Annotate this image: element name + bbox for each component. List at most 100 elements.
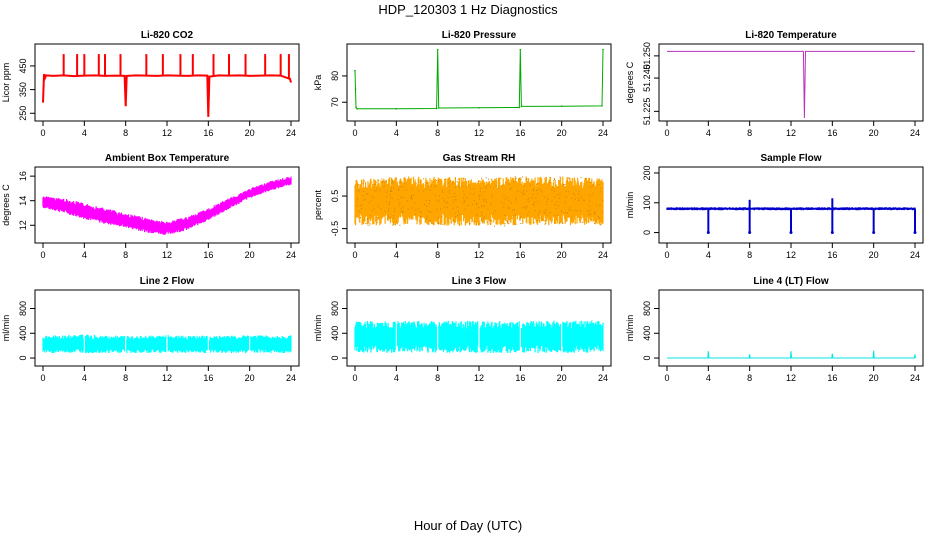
x-tick-label: 0 — [40, 373, 45, 383]
x-tick-label: 24 — [910, 250, 920, 260]
data-point — [601, 105, 603, 107]
x-tick-label: 20 — [557, 373, 567, 383]
y-tick-label: 0 — [642, 356, 652, 361]
panel-6: Line 2 Flow ml/min 0 4 8 12 16 20 24 0 400 800 — [1, 276, 300, 383]
spike-point — [872, 231, 876, 235]
panel-8: Line 4 (LT) Flow ml/min 0 4 8 12 16 20 24 0 400 800 — [625, 276, 924, 383]
panel-frame — [34, 289, 300, 367]
y-tick-label: 0 — [642, 230, 652, 235]
x-tick-label: 8 — [435, 373, 440, 383]
x-tick-label: 8 — [747, 128, 752, 138]
y-axis-label: Licor ppm — [1, 63, 11, 103]
x-tick-label: 24 — [286, 250, 296, 260]
x-tick-label: 12 — [162, 128, 172, 138]
x-tick-label: 24 — [910, 128, 920, 138]
x-tick-label: 8 — [435, 250, 440, 260]
y-axis-label: ml/min — [625, 315, 635, 342]
y-tick-label: 16 — [18, 171, 28, 181]
x-tick-label: 12 — [786, 250, 796, 260]
data-point — [602, 48, 604, 51]
data-point — [355, 106, 357, 109]
x-tick-label: 12 — [786, 128, 796, 138]
x-tick-label: 12 — [474, 373, 484, 383]
y-tick-label: 51.225 — [642, 98, 652, 126]
x-tick-label: 8 — [123, 373, 128, 383]
x-tick-label: 24 — [598, 250, 608, 260]
y-tick-label: 400 — [330, 326, 340, 341]
y-tick-label: 400 — [18, 326, 28, 341]
y-axis-label: ml/min — [313, 315, 323, 342]
x-tick-label: 20 — [869, 250, 879, 260]
x-tick-label: 4 — [82, 128, 87, 138]
x-tick-label: 16 — [203, 250, 213, 260]
series-band — [354, 320, 604, 354]
series-line — [354, 49, 604, 110]
panel-frame — [658, 43, 924, 122]
y-tick-label: 800 — [330, 301, 340, 316]
figure-title: HDP_120303 1 Hz Diagnostics — [378, 2, 558, 17]
x-tick-label: 24 — [286, 128, 296, 138]
y-tick-label: 200 — [642, 165, 652, 180]
y-tick-label: 70 — [330, 97, 340, 107]
x-tick-label: 8 — [747, 250, 752, 260]
x-tick-label: 20 — [869, 373, 879, 383]
panel-frame — [346, 43, 612, 122]
x-tick-label: 24 — [286, 373, 296, 383]
panel-title: Line 3 Flow — [452, 276, 507, 287]
x-tick-label: 20 — [245, 373, 255, 383]
x-tick-label: 4 — [706, 373, 711, 383]
x-tick-label: 16 — [203, 373, 213, 383]
x-tick-label: 4 — [394, 250, 399, 260]
data-point — [354, 69, 356, 72]
x-tick-label: 0 — [40, 128, 45, 138]
data-point — [354, 88, 357, 90]
x-tick-label: 0 — [352, 250, 357, 260]
x-tick-label: 4 — [394, 373, 399, 383]
x-tick-label: 20 — [557, 128, 567, 138]
x-tick-label: 16 — [203, 128, 213, 138]
x-tick-label: 20 — [557, 250, 567, 260]
x-tick-label: 8 — [435, 128, 440, 138]
x-tick-label: 4 — [706, 250, 711, 260]
y-tick-label: 250 — [18, 106, 28, 121]
x-tick-label: 0 — [352, 128, 357, 138]
y-tick-label: 450 — [18, 58, 28, 73]
x-tick-label: 0 — [664, 250, 669, 260]
panel-title: Sample Flow — [760, 153, 821, 164]
x-tick-label: 0 — [40, 250, 45, 260]
x-tick-label: 0 — [664, 128, 669, 138]
panel-0: Li-820 CO2 Licor ppm 0 4 8 12 16 20 24 250 350 450 — [1, 30, 300, 138]
series-texture — [356, 176, 604, 227]
x-tick-label: 16 — [827, 128, 837, 138]
y-tick-label: 51.240 — [642, 64, 652, 92]
data-point — [560, 105, 563, 107]
panel-1: Li-820 Pressure kPa 0 4 8 12 16 20 24 70 80 — [313, 30, 612, 138]
y-tick-label: 800 — [642, 301, 652, 316]
data-point — [437, 107, 440, 109]
x-tick-label: 24 — [598, 128, 608, 138]
panel-title: Gas Stream RH — [443, 153, 516, 164]
y-tick-label: 0.5 — [330, 190, 340, 203]
panel-2: Li-820 Temperature degrees C 0 4 8 12 16 20 24 51… — [625, 30, 924, 138]
x-tick-label: 8 — [747, 373, 752, 383]
x-tick-label: 12 — [162, 250, 172, 260]
spike-point — [706, 231, 710, 235]
x-tick-label: 4 — [82, 373, 87, 383]
y-tick-label: 80 — [330, 71, 340, 81]
x-tick-label: 8 — [123, 250, 128, 260]
panel-frame — [34, 43, 300, 122]
spike-point — [789, 231, 793, 235]
y-axis-label: ml/min — [625, 192, 635, 219]
data-point — [478, 106, 480, 109]
panel-title: Li-820 CO2 — [141, 30, 194, 41]
panel-title: Li-820 Temperature — [745, 30, 837, 41]
x-tick-label: 12 — [474, 250, 484, 260]
y-axis-label: kPa — [313, 75, 323, 91]
data-point — [519, 48, 522, 51]
x-tick-label: 4 — [706, 128, 711, 138]
y-tick-label: 100 — [642, 195, 652, 210]
x-tick-label: 4 — [394, 128, 399, 138]
y-tick-label: 800 — [18, 301, 28, 316]
x-tick-label: 12 — [474, 128, 484, 138]
x-tick-label: 20 — [245, 250, 255, 260]
